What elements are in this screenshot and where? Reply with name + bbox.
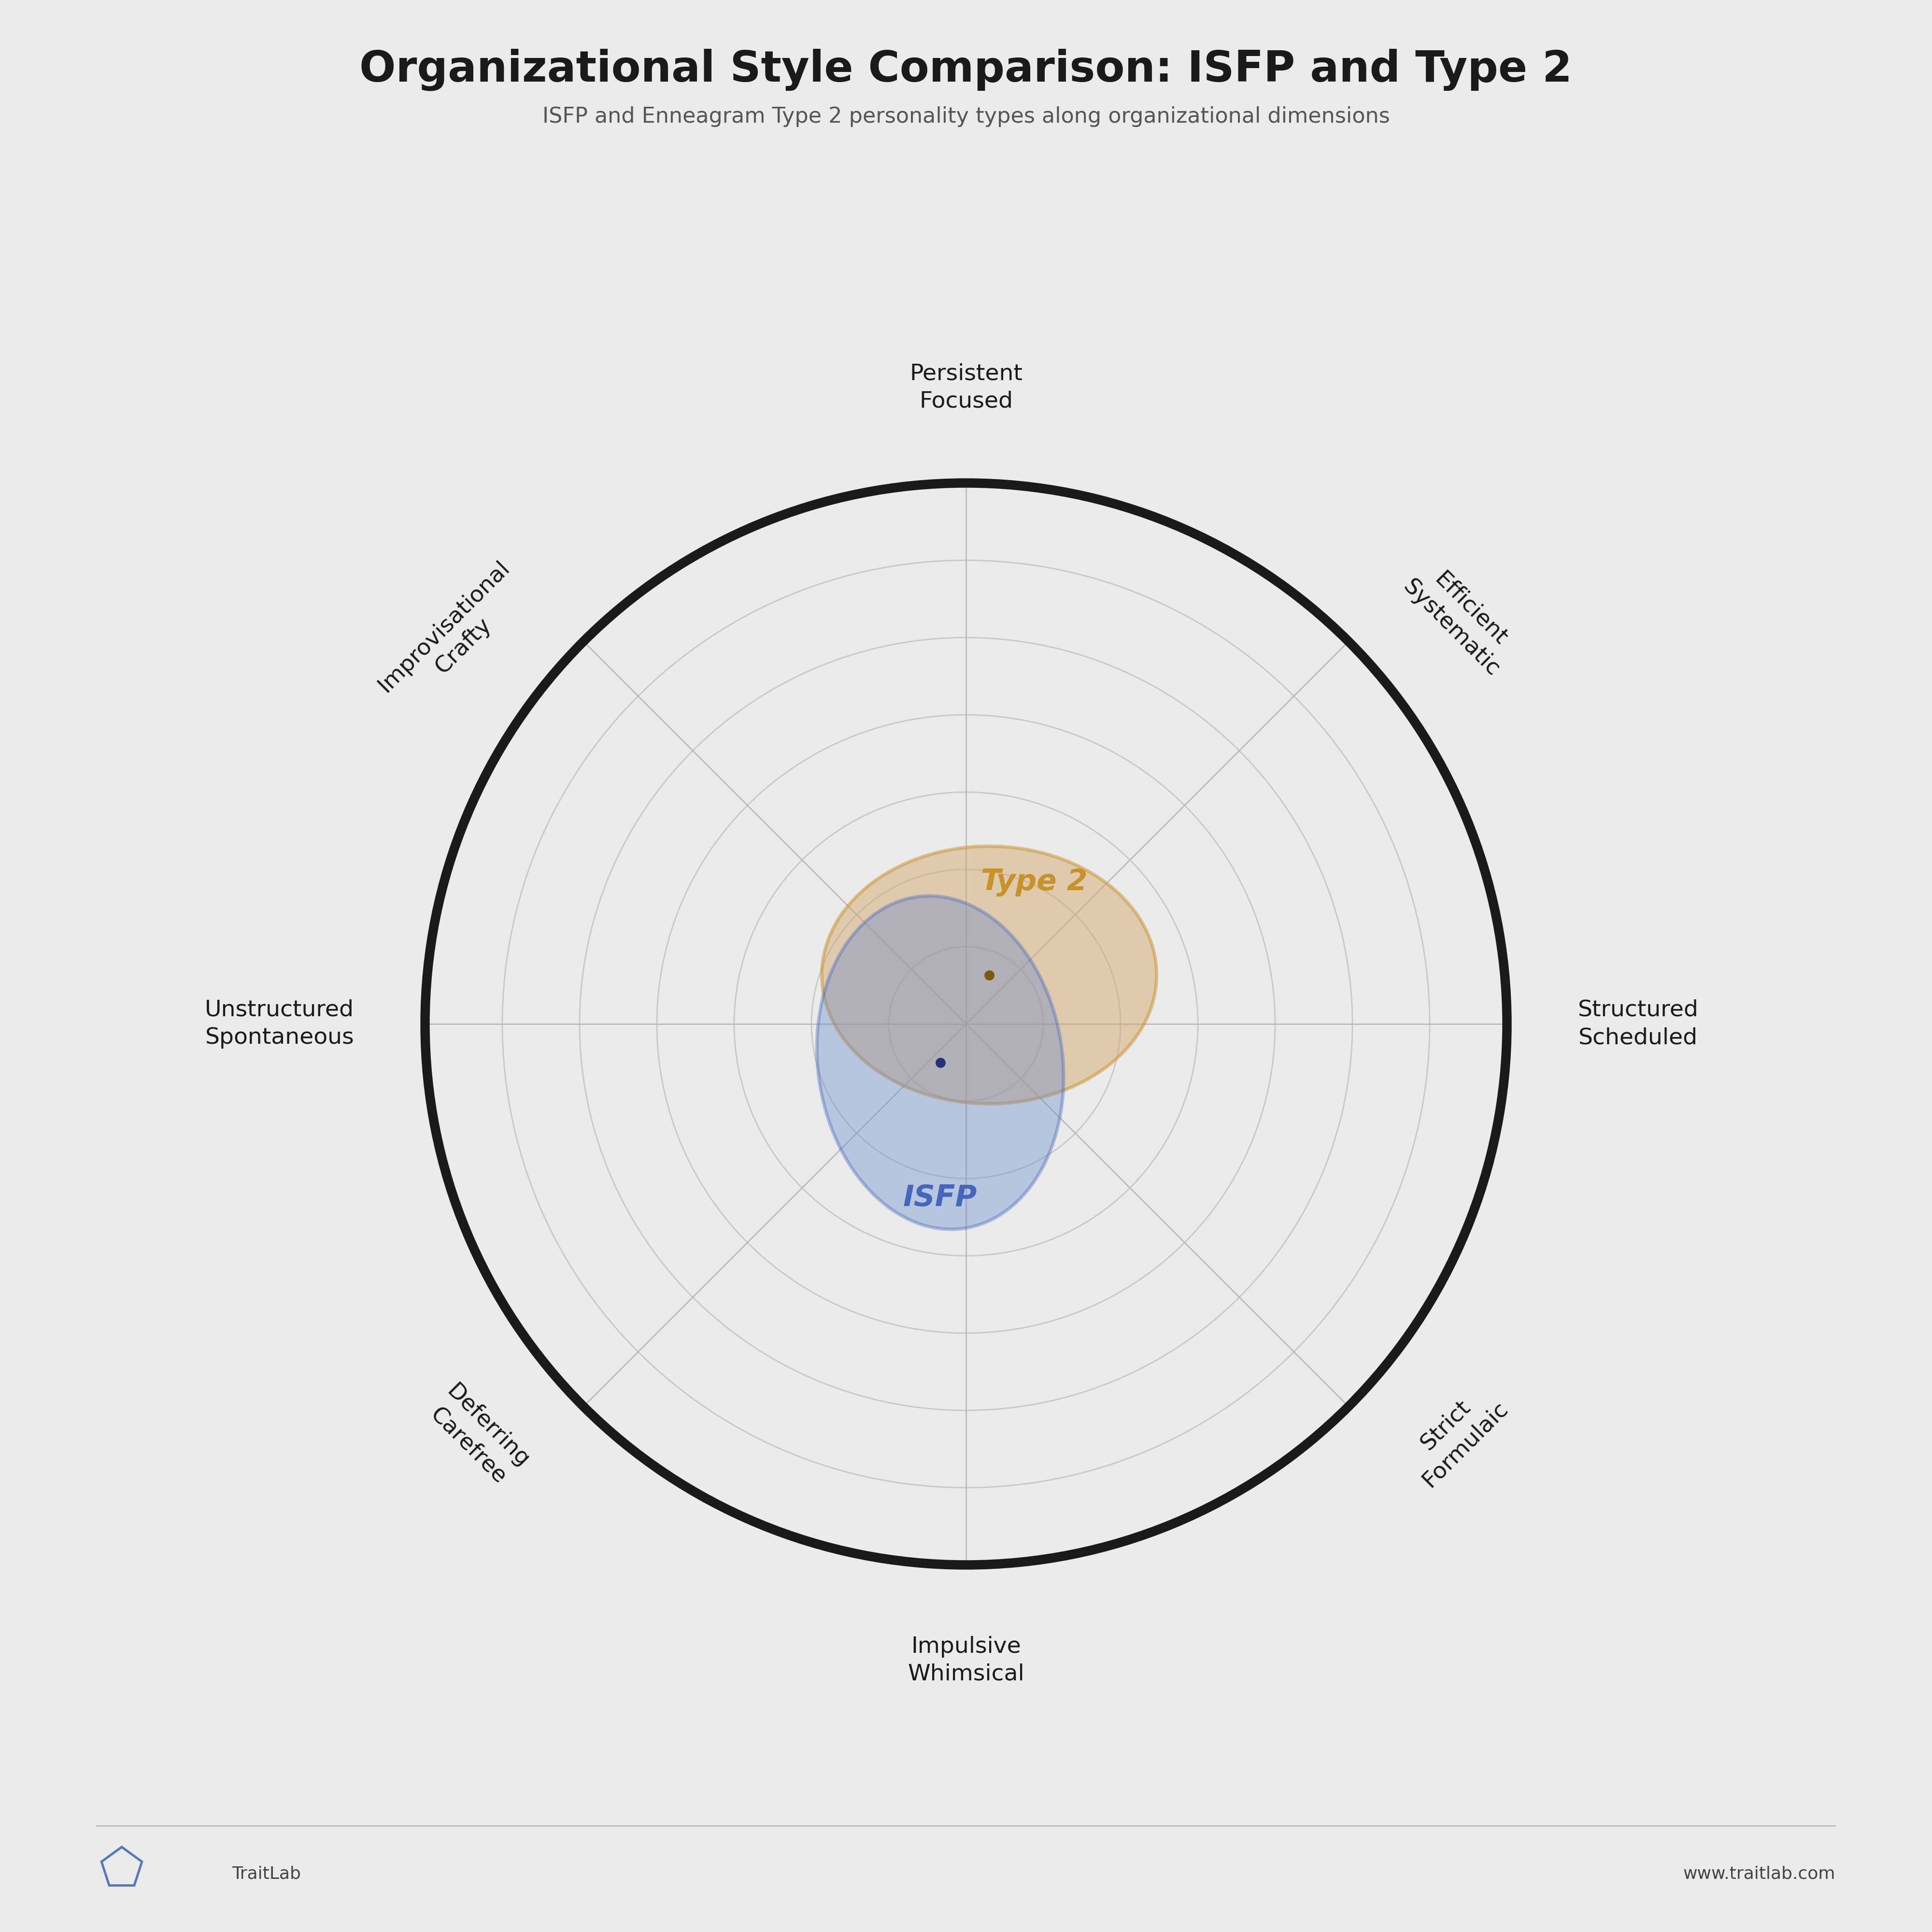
Text: Efficient
Systematic: Efficient Systematic <box>1399 556 1522 682</box>
Text: Strict
Formulaic: Strict Formulaic <box>1399 1378 1513 1492</box>
Text: Improvisational
Crafty: Improvisational Crafty <box>375 556 533 717</box>
Text: Structured
Scheduled: Structured Scheduled <box>1578 999 1698 1049</box>
Text: Type 2: Type 2 <box>981 867 1088 896</box>
Text: Deferring
Carefree: Deferring Carefree <box>423 1381 533 1492</box>
Text: Organizational Style Comparison: ISFP and Type 2: Organizational Style Comparison: ISFP an… <box>359 48 1573 91</box>
Text: Persistent
Focused: Persistent Focused <box>910 363 1022 412</box>
Text: ISFP: ISFP <box>904 1184 978 1211</box>
Text: TraitLab: TraitLab <box>232 1866 301 1882</box>
Text: www.traitlab.com: www.traitlab.com <box>1683 1866 1835 1882</box>
Ellipse shape <box>821 846 1157 1103</box>
Text: Unstructured
Spontaneous: Unstructured Spontaneous <box>205 999 354 1049</box>
Text: ISFP and Enneagram Type 2 personality types along organizational dimensions: ISFP and Enneagram Type 2 personality ty… <box>543 106 1389 128</box>
Ellipse shape <box>817 896 1065 1229</box>
Text: Impulsive
Whimsical: Impulsive Whimsical <box>908 1636 1024 1685</box>
